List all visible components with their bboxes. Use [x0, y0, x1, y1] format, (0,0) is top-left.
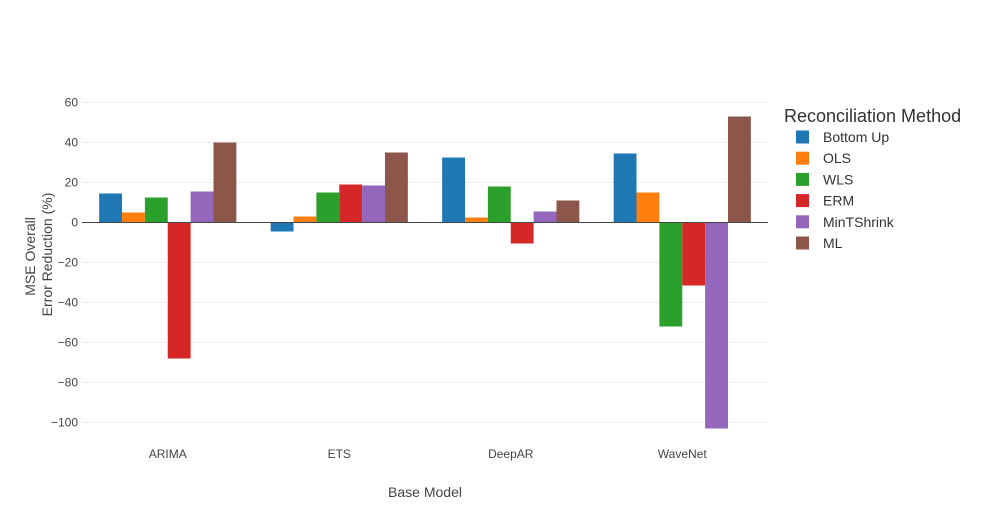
bar-ml-arima [213, 142, 237, 223]
bar-ml-wavenet [727, 116, 751, 223]
bar-erm-wavenet [682, 222, 706, 286]
y-tick-label: −60 [58, 336, 79, 350]
legend-swatch [796, 194, 809, 208]
bar-bottom-up-wavenet [613, 153, 637, 223]
y-tick-label: 20 [65, 176, 79, 190]
bars [99, 116, 751, 429]
bar-mintshrink-wavenet [705, 222, 728, 429]
bar-ols-ets [293, 216, 317, 223]
y-tick-label: −40 [58, 296, 79, 310]
y-tick-label: 0 [71, 216, 78, 230]
x-tick-labels: ARIMA ETS DeepAR WaveNet [149, 447, 708, 461]
bar-wls-ets [316, 192, 340, 223]
x-axis-title: Base Model [388, 484, 462, 500]
bar-bottom-up-deepar [442, 157, 466, 223]
legend-label: Bottom Up [823, 129, 889, 145]
legend-label: MinTShrink [823, 214, 895, 230]
bar-ols-wavenet [636, 192, 660, 223]
bar-wls-arima [144, 197, 168, 223]
legend-swatch [796, 151, 809, 165]
legend-swatch [796, 236, 809, 250]
bar-bottom-up-ets [270, 222, 294, 232]
legend: Reconciliation Method Bottom Up OLS WLS ERM… [784, 106, 961, 251]
legend-label: ML [823, 235, 843, 251]
legend-item[interactable]: OLS [796, 150, 851, 166]
legend-item[interactable]: ERM [796, 193, 854, 209]
bar-wls-deepar [487, 186, 511, 223]
bar-erm-ets [339, 184, 363, 223]
y-tick-labels: 60 40 20 0 −20 −40 −60 −80 −100 [51, 96, 78, 430]
grid-lines [82, 102, 768, 423]
bar-ols-arima [122, 212, 145, 223]
legend-swatch [796, 130, 809, 144]
legend-item[interactable]: WLS [796, 171, 853, 187]
legend-swatch [796, 172, 809, 186]
y-tick-label: −80 [58, 376, 79, 390]
bar-mintshrink-deepar [533, 211, 557, 223]
legend-label: OLS [823, 150, 851, 166]
x-tick-label: ETS [328, 447, 351, 461]
legend-title: Reconciliation Method [784, 106, 961, 126]
y-axis-title: MSE Overall Error Reduction (%) [22, 193, 55, 317]
legend-item[interactable]: Bottom Up [796, 129, 889, 145]
y-tick-label: −100 [51, 416, 78, 430]
bar-ml-ets [384, 152, 408, 223]
y-tick-label: 60 [65, 96, 79, 110]
bar-ml-deepar [556, 200, 580, 223]
x-tick-label: DeepAR [488, 447, 534, 461]
y-axis-title-line-1: MSE Overall [22, 217, 38, 296]
x-tick-label: WaveNet [658, 447, 708, 461]
legend-swatch [796, 215, 809, 229]
y-axis-title-line-2: Error Reduction (%) [39, 193, 55, 317]
bar-bottom-up-arima [99, 193, 123, 223]
bar-wls-wavenet [659, 222, 683, 327]
legend-item[interactable]: MinTShrink [796, 214, 895, 230]
y-tick-label: −20 [58, 256, 79, 270]
bar-erm-arima [167, 222, 191, 359]
legend-item[interactable]: ML [796, 235, 843, 251]
y-tick-label: 40 [65, 136, 79, 150]
bar-ols-deepar [465, 217, 488, 223]
x-tick-label: ARIMA [149, 447, 187, 461]
legend-label: ERM [823, 193, 854, 209]
bar-mintshrink-ets [362, 185, 385, 223]
bar-erm-deepar [510, 222, 534, 244]
legend-label: WLS [823, 171, 853, 187]
bar-mintshrink-arima [190, 191, 214, 223]
